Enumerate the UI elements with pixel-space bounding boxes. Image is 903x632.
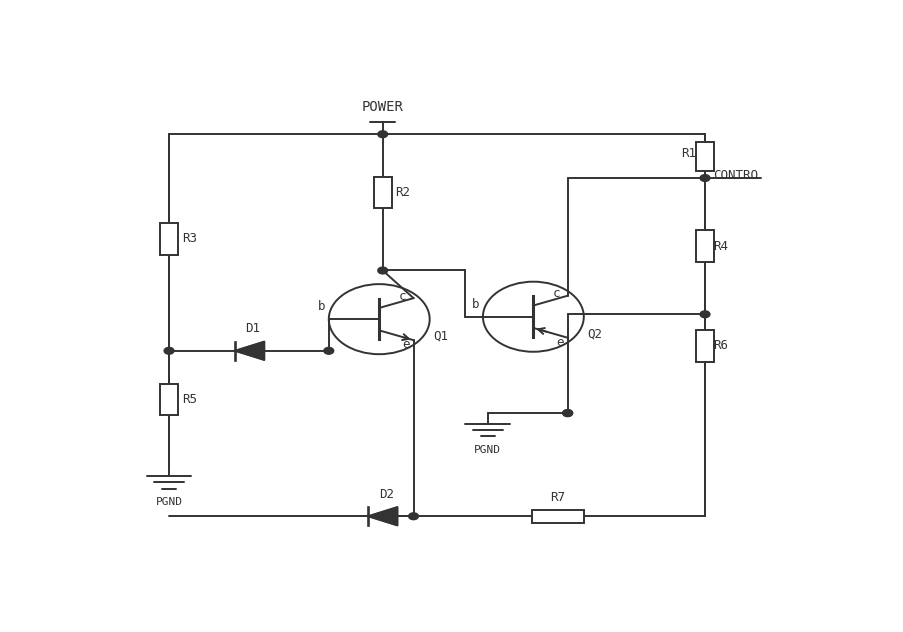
Text: R5: R5 bbox=[182, 393, 197, 406]
Text: e: e bbox=[402, 338, 410, 351]
Text: R6: R6 bbox=[712, 339, 728, 353]
Text: b: b bbox=[318, 300, 325, 313]
Text: e: e bbox=[556, 336, 563, 349]
Text: R7: R7 bbox=[550, 491, 564, 504]
Text: R3: R3 bbox=[182, 233, 197, 245]
Circle shape bbox=[699, 174, 709, 181]
Bar bbox=[695, 330, 713, 362]
Polygon shape bbox=[368, 507, 397, 525]
Text: PGND: PGND bbox=[155, 497, 182, 507]
Text: Q2: Q2 bbox=[587, 327, 601, 340]
Bar bbox=[695, 142, 713, 171]
Text: POWER: POWER bbox=[361, 100, 404, 114]
Bar bbox=[531, 510, 583, 523]
Polygon shape bbox=[235, 341, 264, 360]
Text: CONTRO: CONTRO bbox=[712, 169, 758, 182]
Circle shape bbox=[563, 410, 572, 416]
Text: PGND: PGND bbox=[474, 445, 501, 454]
Circle shape bbox=[408, 513, 418, 520]
Circle shape bbox=[377, 267, 387, 274]
Bar bbox=[373, 177, 391, 209]
Text: c: c bbox=[398, 289, 406, 303]
Text: c: c bbox=[553, 287, 560, 300]
Text: R4: R4 bbox=[712, 240, 728, 253]
Circle shape bbox=[164, 348, 173, 354]
Circle shape bbox=[323, 348, 333, 354]
Text: b: b bbox=[471, 298, 479, 311]
Text: R1: R1 bbox=[681, 147, 696, 160]
Bar bbox=[160, 223, 178, 255]
Text: R2: R2 bbox=[395, 186, 410, 199]
Text: Q1: Q1 bbox=[433, 330, 448, 343]
Circle shape bbox=[563, 410, 572, 416]
Circle shape bbox=[377, 131, 387, 138]
Bar bbox=[160, 384, 178, 415]
Circle shape bbox=[699, 311, 709, 318]
Text: D2: D2 bbox=[378, 488, 394, 501]
Text: D1: D1 bbox=[246, 322, 260, 336]
Bar bbox=[695, 230, 713, 262]
